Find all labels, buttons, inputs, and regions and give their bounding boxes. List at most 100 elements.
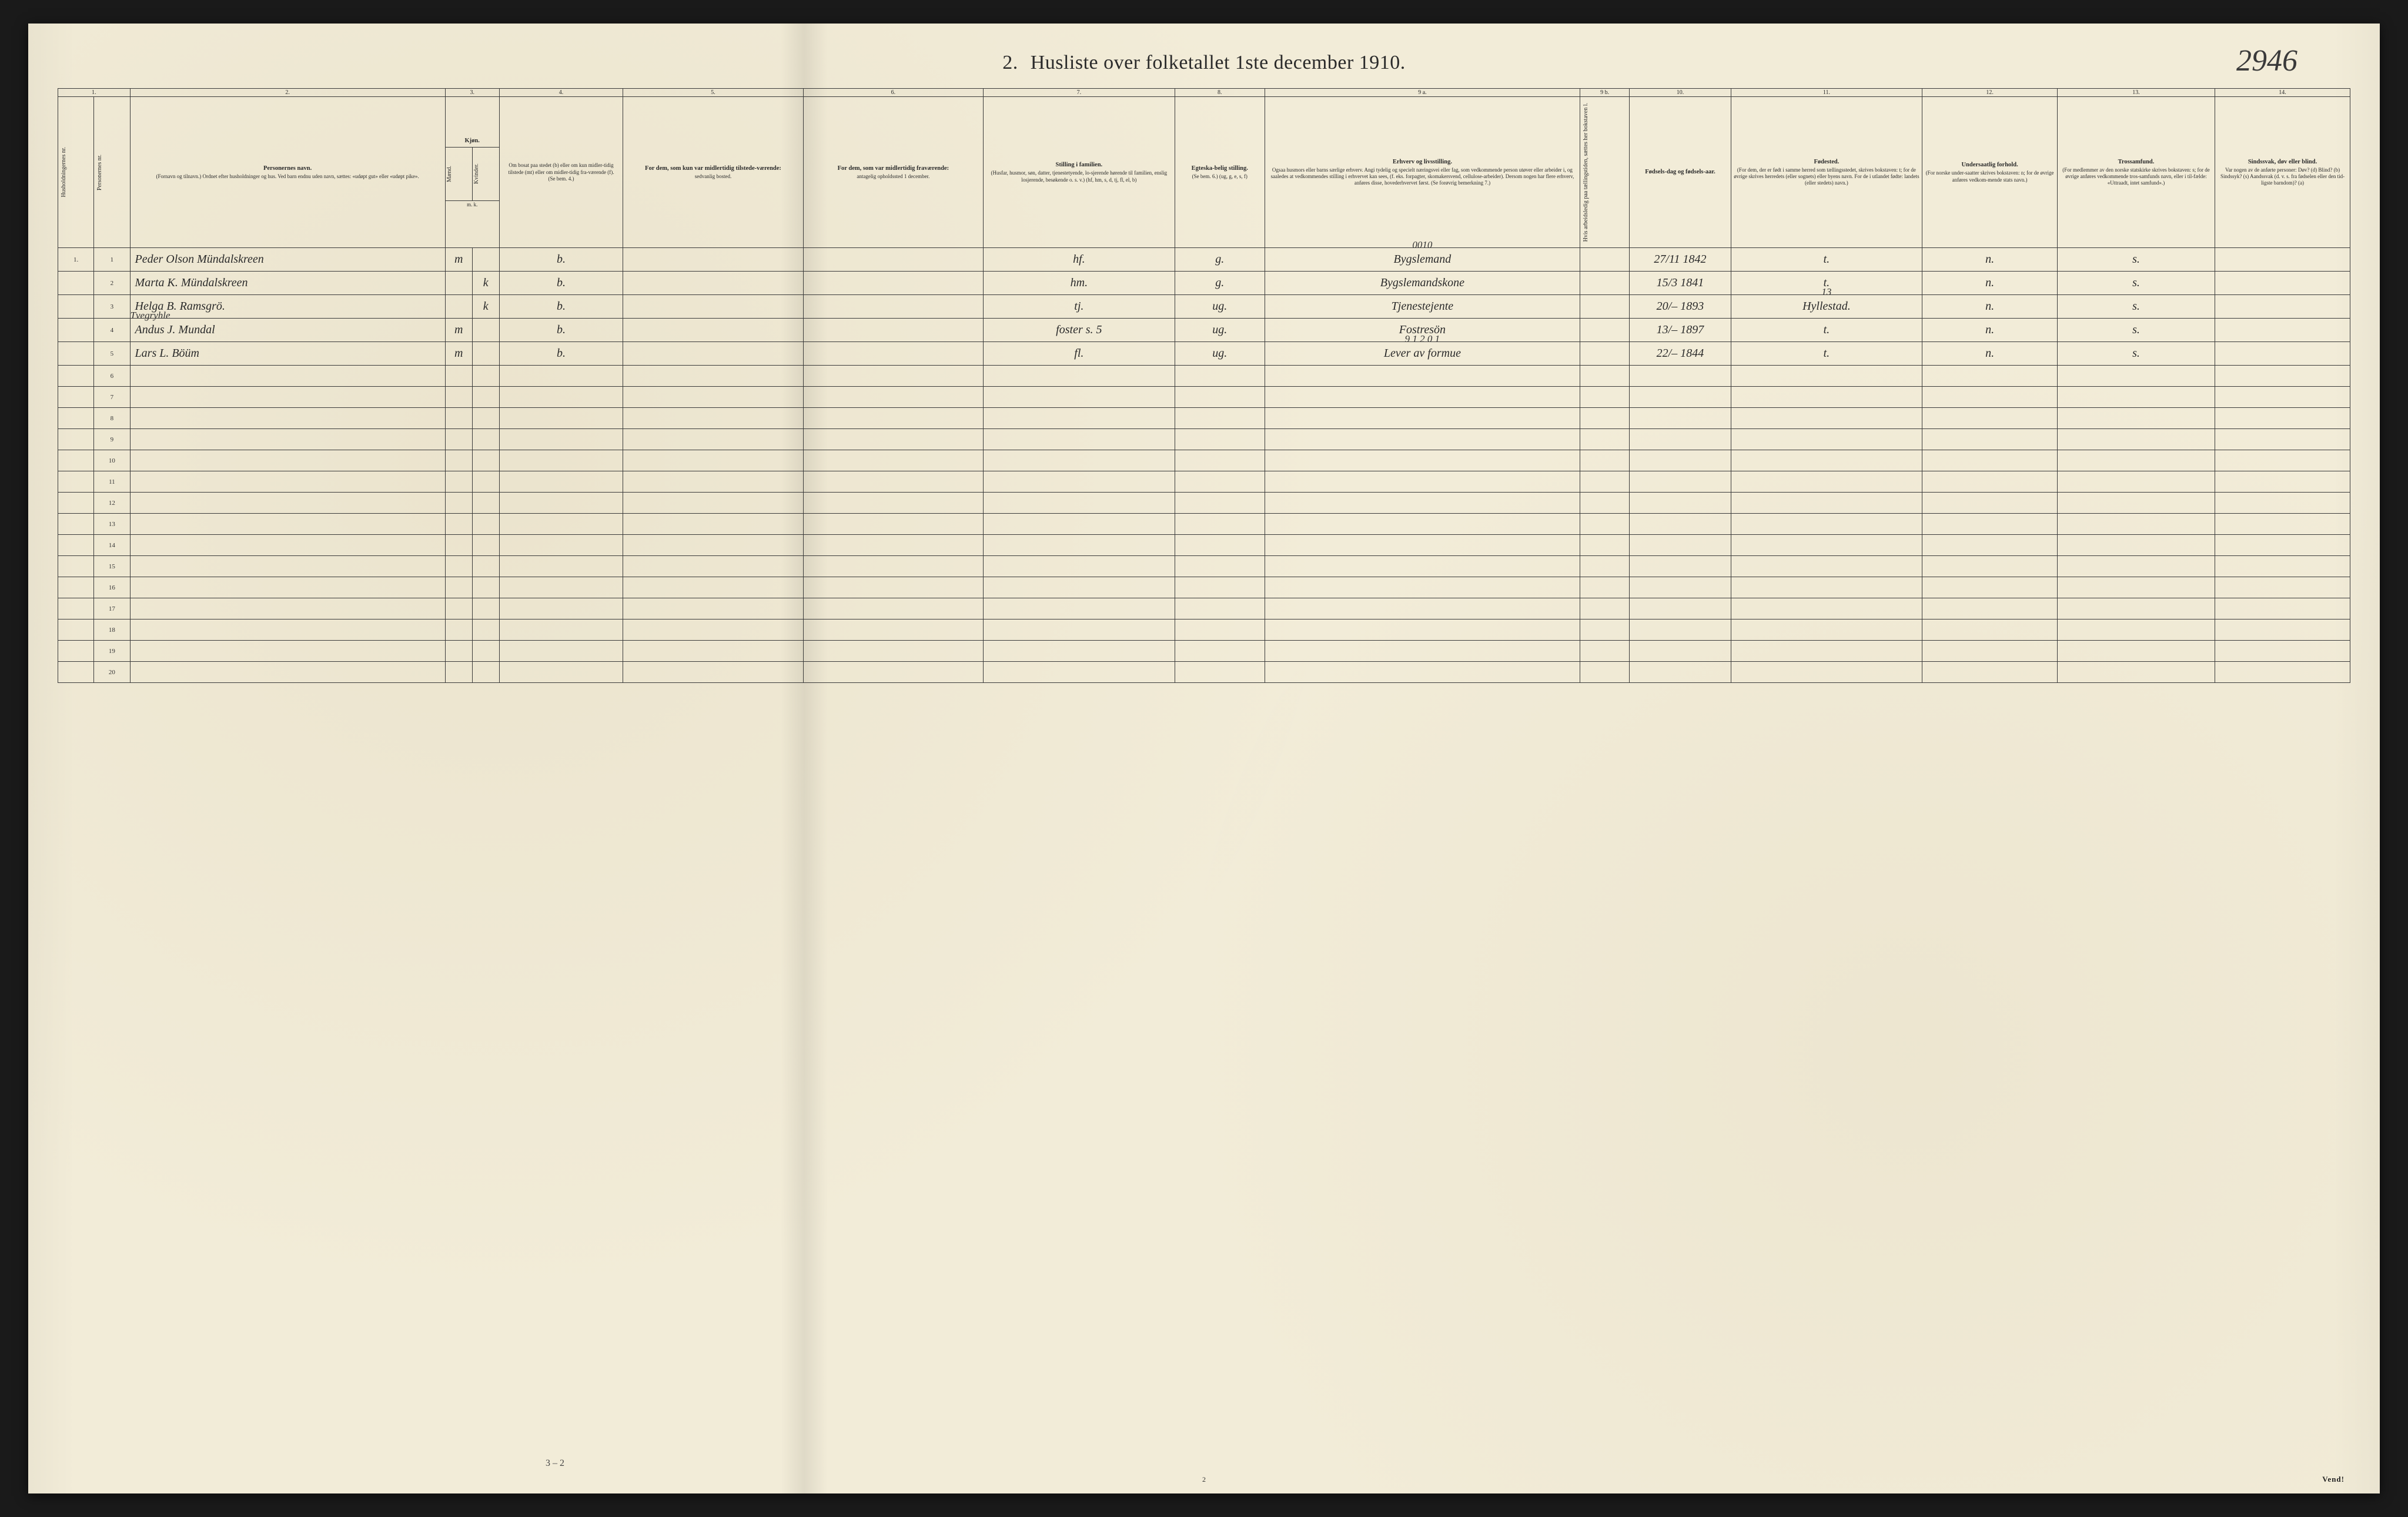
empty-cell bbox=[499, 556, 623, 577]
empty-cell bbox=[445, 619, 472, 641]
empty-cell bbox=[1731, 366, 1922, 387]
empty-cell bbox=[803, 387, 983, 408]
colnum: 12. bbox=[1922, 89, 2058, 97]
empty-cell bbox=[623, 577, 803, 598]
hdr-birthplace: Fødested. (For dem, der er født i samme … bbox=[1731, 97, 1922, 248]
cell-person-nr: 5 bbox=[94, 342, 130, 366]
empty-cell bbox=[445, 493, 472, 514]
empty-cell bbox=[1580, 366, 1630, 387]
cell-unemployed bbox=[1580, 272, 1630, 295]
footer-vend: Vend! bbox=[2322, 1475, 2345, 1484]
empty-cell bbox=[1731, 641, 1922, 662]
empty-cell bbox=[445, 577, 472, 598]
cell-disability bbox=[2215, 319, 2350, 342]
empty-cell bbox=[1580, 619, 1630, 641]
cell-residence: b. bbox=[499, 272, 623, 295]
table-row-empty: 13 bbox=[58, 514, 2350, 535]
colnum: 1. bbox=[58, 89, 131, 97]
table-row-empty: 19 bbox=[58, 641, 2350, 662]
empty-cell bbox=[472, 408, 499, 429]
empty-cell: 11 bbox=[94, 471, 130, 493]
column-number-row: 1. 2. 3. 4. 5. 6. 7. 8. 9 a. 9 b. 10. 11… bbox=[58, 89, 2350, 97]
hdr-religion: Trossamfund. (For medlemmer av den norsk… bbox=[2057, 97, 2215, 248]
empty-cell bbox=[1731, 662, 1922, 683]
empty-cell bbox=[2057, 556, 2215, 577]
empty-cell bbox=[803, 366, 983, 387]
empty-cell bbox=[2057, 598, 2215, 619]
empty-cell bbox=[1731, 556, 1922, 577]
cell-religion: s. bbox=[2057, 319, 2215, 342]
table-row-empty: 8 bbox=[58, 408, 2350, 429]
title-text: Husliste over folketallet 1ste december … bbox=[1031, 52, 1406, 73]
empty-cell bbox=[499, 535, 623, 556]
empty-cell bbox=[130, 387, 445, 408]
empty-cell bbox=[1175, 598, 1265, 619]
empty-cell bbox=[1580, 471, 1630, 493]
empty-cell bbox=[623, 641, 803, 662]
empty-cell bbox=[58, 535, 94, 556]
empty-cell bbox=[623, 556, 803, 577]
cell-household-nr bbox=[58, 319, 94, 342]
cell-marital: g. bbox=[1175, 248, 1265, 272]
cell-sex-m bbox=[445, 272, 472, 295]
cell-household-nr bbox=[58, 295, 94, 319]
cell-temp-absent bbox=[803, 295, 983, 319]
empty-cell bbox=[1265, 598, 1580, 619]
empty-cell bbox=[472, 450, 499, 471]
empty-cell bbox=[472, 493, 499, 514]
empty-cell bbox=[1265, 408, 1580, 429]
footer-page-number: 2 bbox=[1202, 1475, 1206, 1484]
empty-cell bbox=[2215, 535, 2350, 556]
empty-cell: 18 bbox=[94, 619, 130, 641]
cell-marital: g. bbox=[1175, 272, 1265, 295]
empty-cell bbox=[58, 514, 94, 535]
empty-cell bbox=[1175, 619, 1265, 641]
empty-cell bbox=[803, 493, 983, 514]
empty-cell bbox=[1630, 556, 1731, 577]
empty-cell bbox=[1265, 535, 1580, 556]
empty-cell bbox=[499, 408, 623, 429]
cell-name: Peder Olson Mündalskreen bbox=[130, 248, 445, 272]
empty-cell bbox=[803, 556, 983, 577]
cell-person-nr: 3 bbox=[94, 295, 130, 319]
empty-cell bbox=[472, 619, 499, 641]
cell-sex-k bbox=[472, 248, 499, 272]
empty-cell bbox=[1175, 450, 1265, 471]
hdr-temp-absent: For dem, som var midlertidig fraværende:… bbox=[803, 97, 983, 248]
cell-unemployed bbox=[1580, 295, 1630, 319]
hdr-household-nr: Husholdningernes nr. bbox=[58, 97, 94, 248]
empty-cell bbox=[984, 514, 1175, 535]
empty-cell bbox=[1265, 641, 1580, 662]
cell-sex-k bbox=[472, 319, 499, 342]
table-row-empty: 11 bbox=[58, 471, 2350, 493]
empty-cell bbox=[623, 366, 803, 387]
empty-cell bbox=[1580, 556, 1630, 577]
empty-cell: 20 bbox=[94, 662, 130, 683]
empty-cell bbox=[2215, 577, 2350, 598]
empty-cell bbox=[2215, 493, 2350, 514]
cell-name: TvegryhleAndus J. Mundal bbox=[130, 319, 445, 342]
cell-sex-m: m bbox=[445, 342, 472, 366]
empty-cell bbox=[1731, 514, 1922, 535]
colnum: 13. bbox=[2057, 89, 2215, 97]
empty-cell bbox=[445, 641, 472, 662]
cell-occupation: Bygslemandskone bbox=[1265, 272, 1580, 295]
cell-name: Marta K. Mündalskreen bbox=[130, 272, 445, 295]
cell-birthdate: 20/– 1893 bbox=[1630, 295, 1731, 319]
table-row-empty: 10 bbox=[58, 450, 2350, 471]
empty-cell bbox=[58, 619, 94, 641]
table-row-empty: 20 bbox=[58, 662, 2350, 683]
cell-unemployed bbox=[1580, 342, 1630, 366]
empty-cell: 12 bbox=[94, 493, 130, 514]
cell-religion: s. bbox=[2057, 295, 2215, 319]
empty-cell bbox=[58, 471, 94, 493]
empty-cell bbox=[803, 471, 983, 493]
empty-cell bbox=[623, 408, 803, 429]
empty-cell bbox=[1630, 429, 1731, 450]
empty-cell bbox=[130, 366, 445, 387]
empty-cell bbox=[2215, 471, 2350, 493]
empty-cell bbox=[1580, 535, 1630, 556]
colnum: 6. bbox=[803, 89, 983, 97]
empty-cell bbox=[2215, 556, 2350, 577]
empty-cell bbox=[445, 556, 472, 577]
